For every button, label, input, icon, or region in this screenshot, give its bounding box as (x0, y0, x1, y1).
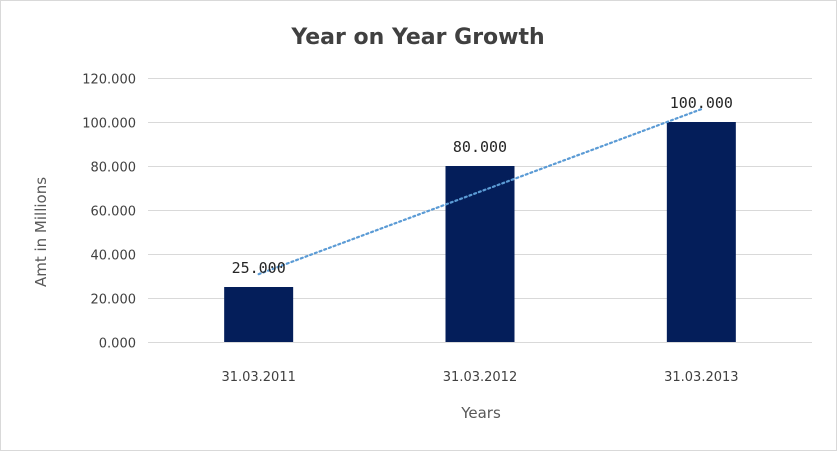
y-axis-title: Amt in Millions (32, 177, 50, 287)
y-tick-label: 60.000 (91, 205, 137, 220)
y-tick-label: 80.000 (91, 161, 137, 176)
y-tick-label: 40.000 (91, 249, 137, 264)
bar (666, 122, 736, 342)
bars (224, 122, 736, 342)
data-label: 100.000 (670, 94, 733, 112)
y-tick-label: 120.000 (82, 73, 136, 88)
data-label: 80.000 (453, 138, 507, 156)
trendline-layer (257, 108, 703, 276)
data-labels: 25.000 80.000 100.000 (232, 94, 733, 277)
chart-title: Year on Year Growth (290, 25, 544, 50)
y-tick-label: 100.000 (82, 117, 136, 132)
x-tick-label: 31.03.2011 (221, 370, 295, 385)
y-axis-ticks: 0.000 20.000 40.000 60.000 80.000 100.000 120.… (82, 73, 136, 352)
x-tick-label: 31.03.2012 (443, 370, 517, 385)
x-axis-title: Years (460, 404, 501, 422)
y-tick-label: 0.000 (99, 337, 136, 352)
y-tick-label: 20.000 (91, 293, 137, 308)
x-axis-ticks: 31.03.2011 31.03.2012 31.03.2013 (221, 370, 738, 385)
bar (445, 166, 515, 342)
bar (224, 287, 294, 342)
trendline (257, 108, 703, 276)
x-tick-label: 31.03.2013 (664, 370, 738, 385)
data-label: 25.000 (232, 259, 286, 277)
